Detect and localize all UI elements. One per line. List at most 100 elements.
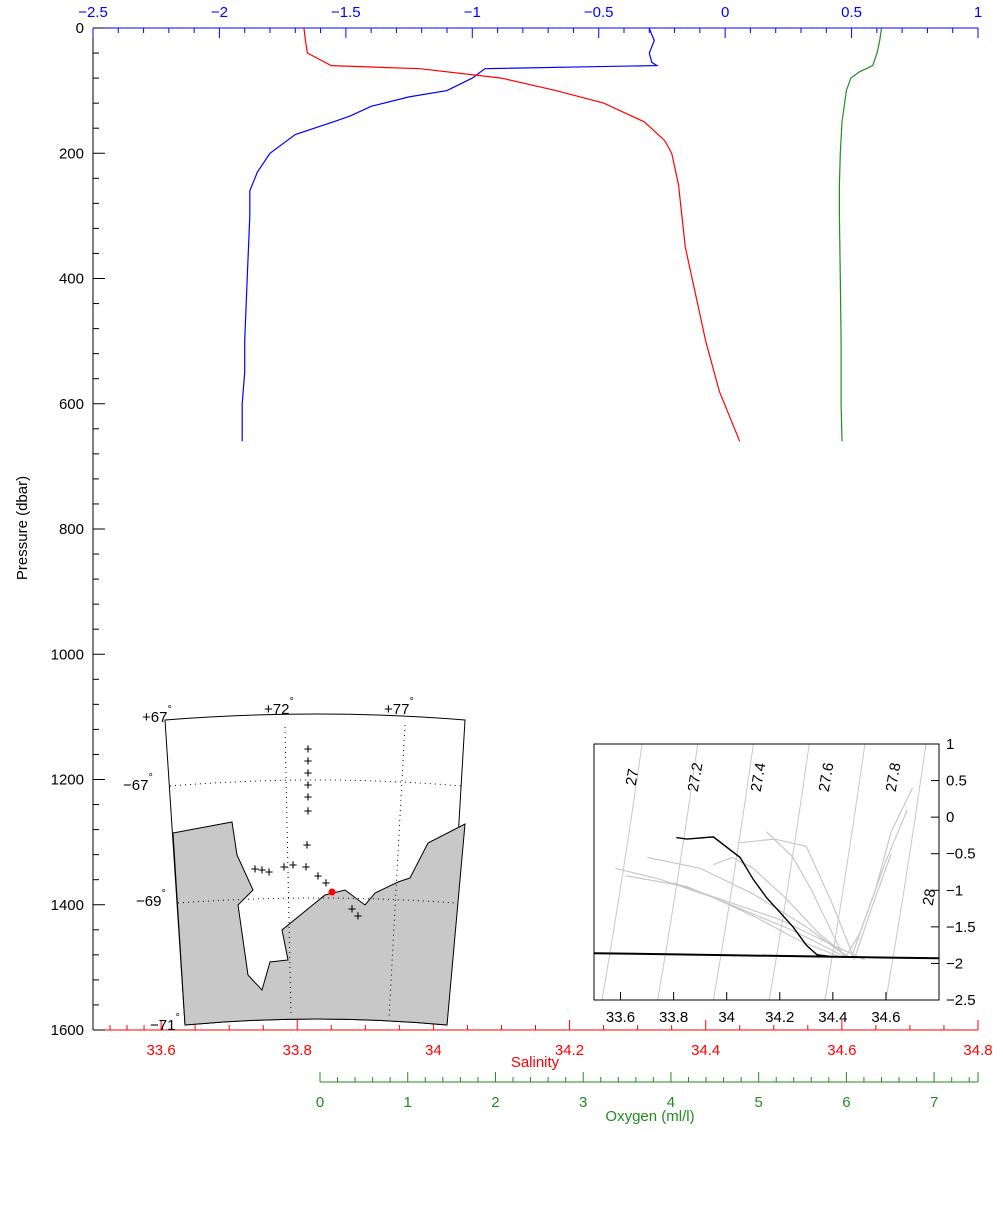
map-labels: +67° +72° +77° −67° −69° −71° (123, 696, 414, 1034)
ts-background-profile (625, 875, 842, 956)
oxygen-profile-line (838, 28, 883, 442)
salinity-tick-label: 34.2 (555, 1042, 584, 1059)
profile-lines (241, 28, 883, 442)
current-station-marker (328, 888, 336, 896)
density-contour (885, 744, 927, 1000)
ts-background-profile (739, 838, 855, 959)
oxygen-axis: 0 1 2 3 4 5 6 7 (316, 1072, 979, 1111)
lon-label-67: +67° (142, 704, 172, 726)
density-contour (657, 744, 699, 1000)
station-marker: + (303, 837, 312, 854)
ts-temperature-tick-label: 0.5 (946, 773, 967, 790)
density-contour-label: 27 (623, 768, 643, 787)
ts-salinity-tick-label: 34.6 (871, 1009, 900, 1026)
oxygen-axis-title: Oxygen (ml/l) (605, 1108, 694, 1125)
ts-background-profile (646, 856, 847, 957)
pressure-tick-label: 1000 (51, 646, 84, 663)
pressure-tick-label: 1200 (51, 772, 84, 789)
ts-temperature-tick-label: 1 (946, 736, 954, 753)
ts-current-profile (676, 836, 833, 958)
station-marker: + (304, 803, 313, 820)
ts-plot-area: 27 27.2 27.4 27.6 27.8 28 (594, 744, 939, 1000)
station-marker: + (251, 861, 260, 878)
station-marker: + (348, 901, 357, 918)
ts-background-profile (853, 853, 892, 960)
temperature-profile-line (241, 28, 659, 442)
salinity-ticks: 33.6 33.8 34 34.2 34.4 34.6 34.8 (109, 1020, 993, 1059)
pressure-axis-title: Pressure (dbar) (14, 476, 31, 580)
salinity-tick-label: 34.4 (691, 1042, 720, 1059)
land-area (172, 821, 466, 1026)
density-contour (768, 744, 810, 1000)
salinity-tick-label: 33.8 (283, 1042, 312, 1059)
ts-salinity-tick-label: 34 (718, 1009, 735, 1026)
map-graticule (169, 724, 463, 1019)
station-marker: + (289, 857, 298, 874)
temperature-tick-label: −2 (211, 4, 228, 21)
oxygen-tick-label: 5 (754, 1094, 762, 1111)
oxygen-tick-label: 1 (404, 1094, 412, 1111)
ts-salinity-tick-label: 33.6 (606, 1009, 635, 1026)
ts-salinity-tick-label: 34.2 (765, 1009, 794, 1026)
temperature-tick-label: −1 (464, 4, 481, 21)
lat-label-71: −71° (150, 1012, 180, 1034)
density-contour (601, 744, 643, 1000)
profile-plot: 0 200 4 0 0 600 800 1000 1200 1400 1600 −2.5 −2 −1.5… (14, 4, 993, 1125)
lon-label-77: +77° (384, 696, 414, 718)
temperature-ticks: −2.5 −2 −1.5 −1 −0.5 0 0.5 1 (78, 4, 982, 38)
station-marker: + (302, 859, 311, 876)
oxygen-tick-label: 2 (491, 1094, 499, 1111)
salinity-tick-label: 34 (425, 1042, 442, 1059)
station-marker: + (304, 753, 313, 770)
temperature-tick-label: −0.5 (584, 4, 614, 21)
pressure-tick-label: 1600 (51, 1022, 84, 1039)
station-marker: + (304, 741, 313, 758)
temperature-tick-label: 1 (974, 4, 982, 21)
ts-temperature-tick-label: −2.5 (946, 992, 976, 1009)
salinity-tick-label: 34.6 (827, 1042, 856, 1059)
station-marker: + (354, 908, 363, 925)
lat-label-67: −67° (123, 772, 153, 794)
temperature-tick-label: −1.5 (331, 4, 361, 21)
density-contour-label: 27.2 (685, 761, 707, 793)
oxygen-tick-label: 7 (930, 1094, 938, 1111)
temperature-tick-label: 0.5 (841, 4, 862, 21)
ts-salinity-tick-label: 33.8 (659, 1009, 688, 1026)
salinity-tick-label: 33.6 (146, 1042, 175, 1059)
ts-temperature-tick-label: −0.5 (946, 846, 976, 863)
station-marker: + (258, 862, 267, 879)
density-contour-label: 27.4 (748, 761, 770, 793)
ts-background-profile (713, 856, 850, 959)
pressure-tick-label: 800 (59, 521, 84, 538)
ts-temperature-tick-label: 0 (946, 809, 954, 826)
pressure-tick-label: 1400 (51, 897, 84, 914)
station-marker: + (322, 875, 331, 892)
freezing-point-line (594, 952, 939, 960)
ts-background-profile (673, 882, 865, 961)
ts-temperature-tick-label: −2 (946, 955, 963, 972)
density-contour-label: 27.6 (816, 761, 838, 793)
pressure-tick-label: 600 (59, 396, 84, 413)
station-marker: + (304, 789, 313, 806)
station-marker: + (314, 868, 323, 885)
pressure-tick-label: 200 (59, 145, 84, 162)
ts-diagram-inset: 27 27.2 27.4 27.6 27.828 33.6 33.8 34 34.2 34.4 3… (593, 736, 976, 1026)
ts-ticks: 33.6 33.8 34 34.2 34.4 34.6 1 0.5 0 −0.5 −1 −1.5 −2 −… (606, 736, 976, 1026)
density-contour-label: 28 (920, 888, 940, 907)
temperature-tick-label: −2.5 (78, 4, 108, 21)
ts-background-profile (766, 831, 845, 957)
oxygen-tick-label: 4 (667, 1094, 675, 1111)
station-marker: + (280, 859, 289, 876)
pressure-tick-label: 0 (76, 20, 84, 37)
lat-label-69: −69° (136, 888, 166, 910)
density-contour-label: 27.8 (883, 761, 905, 793)
density-contour (712, 744, 754, 1000)
pressure-ticks: 0 200 400 600 800 1000 1200 1400 1600 (51, 20, 105, 1039)
ts-frame (593, 743, 940, 1001)
station-marker: + (304, 777, 313, 794)
ts-temperature-tick-label: −1.5 (946, 919, 976, 936)
ts-temperature-tick-label: −1 (946, 882, 963, 899)
salinity-profile-line (303, 28, 741, 442)
oxygen-tick-label: 0 (316, 1094, 324, 1111)
